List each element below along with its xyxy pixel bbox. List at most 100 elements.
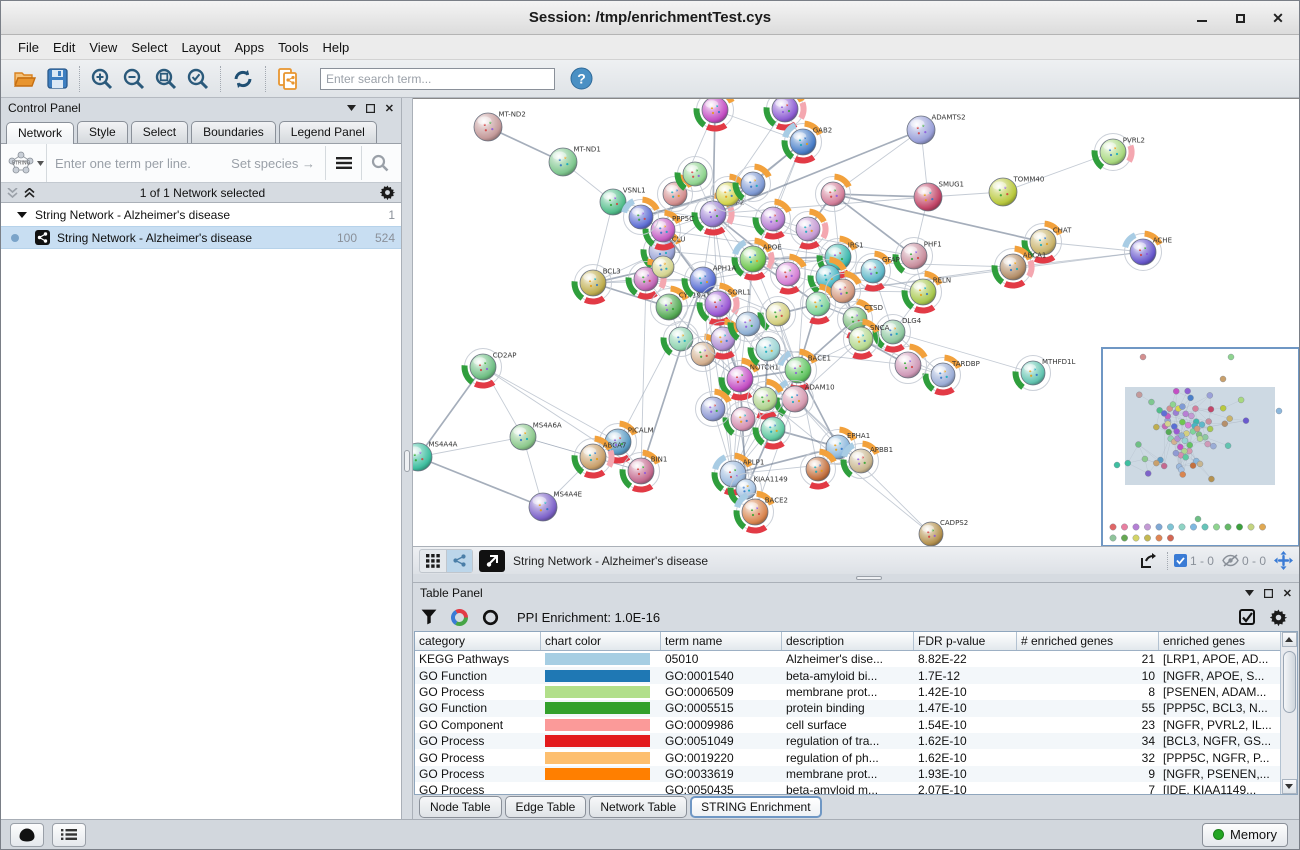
network-node-tomm40[interactable]: TOMM40 <box>988 176 1044 207</box>
selected-checkbox-icon[interactable] <box>1173 554 1187 567</box>
string-query-input[interactable] <box>47 144 325 182</box>
network-node-cyp19a1[interactable]: CYP19A1 <box>650 285 711 326</box>
network-node[interactable] <box>790 208 829 250</box>
column-header-fdr-p-value[interactable]: FDR p-value <box>914 632 1017 650</box>
zoom-selected-button[interactable] <box>182 64 214 94</box>
network-node[interactable] <box>722 401 761 437</box>
network-node[interactable] <box>693 99 735 132</box>
vertical-splitter[interactable] <box>401 98 413 819</box>
network-node-apbb1[interactable]: APBB1 <box>840 440 894 479</box>
zoom-in-button[interactable] <box>86 64 118 94</box>
network-node-adam10[interactable]: ADAM10 <box>773 379 835 418</box>
network-node-smug1[interactable]: SMUG1 <box>913 181 964 212</box>
hidden-eye-icon[interactable] <box>1222 554 1239 567</box>
zoom-fit-button[interactable] <box>150 64 182 94</box>
tab-string-enrichment[interactable]: STRING Enrichment <box>690 796 822 818</box>
network-node[interactable] <box>705 318 742 360</box>
filter-button[interactable] <box>421 609 437 625</box>
network-node-mt-nd2[interactable]: MT-ND2 <box>473 111 526 142</box>
table-row[interactable]: GO Function GO:0001540 beta-amyloid bi... 1… <box>415 667 1280 684</box>
network-node[interactable] <box>674 156 713 192</box>
network-node[interactable] <box>757 296 796 332</box>
network-node[interactable] <box>825 270 862 309</box>
network-node-mt-nd1[interactable]: MT-ND1 <box>548 146 601 177</box>
scrollbar-track[interactable] <box>1282 649 1296 779</box>
minimize-button[interactable] <box>1195 11 1209 25</box>
network-node-gab2[interactable]: GAB2 <box>781 120 833 164</box>
fullscreen-button[interactable] <box>479 549 505 572</box>
tab-legend-panel[interactable]: Legend Panel <box>278 121 377 143</box>
network-node-phf1[interactable]: PHF1 <box>892 237 942 275</box>
tab-node-table[interactable]: Node Table <box>419 796 502 818</box>
panel-menu-button[interactable] <box>346 105 356 111</box>
save-session-button[interactable] <box>41 64 73 94</box>
network-node-bin1[interactable]: BIN1 <box>619 449 668 493</box>
network-node[interactable] <box>660 321 699 357</box>
network-node-vsnl1[interactable]: VSNL1 <box>599 186 646 216</box>
network-node-apoe[interactable]: APOE <box>731 237 782 281</box>
column-header-enriched-genes[interactable]: enriched genes <box>1159 632 1284 650</box>
table-scrollbar[interactable] <box>1280 632 1297 794</box>
refresh-button[interactable] <box>227 64 259 94</box>
menu-item-edit[interactable]: Edit <box>52 39 76 55</box>
network-node-epha1[interactable]: EPHA1 <box>820 426 871 465</box>
network-node[interactable] <box>732 163 772 202</box>
tab-edge-table[interactable]: Edge Table <box>504 796 587 818</box>
column-header-description[interactable]: description <box>782 632 914 650</box>
panel-close-button[interactable]: ✕ <box>385 102 394 115</box>
network-node[interactable] <box>651 255 675 279</box>
zoom-out-button[interactable] <box>118 64 150 94</box>
string-query-search-button[interactable] <box>361 146 397 180</box>
share-view-button[interactable] <box>446 549 472 572</box>
network-node[interactable] <box>800 448 837 490</box>
network-node[interactable] <box>807 256 847 295</box>
search-input[interactable] <box>320 67 555 90</box>
maximize-button[interactable] <box>1233 11 1247 25</box>
menu-item-file[interactable]: File <box>18 39 39 55</box>
tab-network[interactable]: Network <box>6 122 75 144</box>
network-canvas[interactable]: MT-ND2 MT-ND1 VSNL1 GAB2 ADAMTS2 PVRL2 TOMM40 S… <box>413 98 1299 546</box>
network-node-ache[interactable]: ACHE <box>1122 230 1173 271</box>
network-node-bcl3[interactable]: BCL3 <box>571 264 621 305</box>
network-node-ms4a4e[interactable]: MS4A4E <box>528 491 582 522</box>
birdseye-overview[interactable] <box>1101 347 1299 546</box>
scroll-up-button[interactable] <box>1281 632 1297 647</box>
network-node[interactable] <box>815 173 852 212</box>
table-row[interactable]: GO Process GO:0019220 regulation of ph... 1… <box>415 749 1280 765</box>
network-node-pvrl2[interactable]: PVRL2 <box>1091 133 1145 171</box>
table-row[interactable]: GO Function GO:0005515 protein binding 1.47… <box>415 700 1280 717</box>
network-collection-row[interactable]: String Network - Alzheimer's disease 1 <box>1 203 401 226</box>
panel-menu-button[interactable] <box>1244 590 1254 596</box>
tab-boundaries[interactable]: Boundaries <box>191 121 276 143</box>
memory-button[interactable]: Memory <box>1202 822 1288 847</box>
column-header-term-name[interactable]: term name <box>661 632 782 650</box>
network-node-cd2ap[interactable]: CD2AP <box>461 348 517 389</box>
network-node[interactable] <box>752 411 791 450</box>
network-node-tardbp[interactable]: TARDBP <box>922 354 980 396</box>
clone-network-button[interactable] <box>272 64 304 94</box>
network-node-mme[interactable]: MME <box>625 258 672 300</box>
menu-item-help[interactable]: Help <box>322 39 350 55</box>
network-node[interactable] <box>747 331 786 367</box>
network-node-bace2[interactable]: BACE2 <box>733 490 788 534</box>
table-row[interactable]: GO Process GO:0033619 membrane prot... 1.93… <box>415 765 1280 783</box>
table-row[interactable]: GO Process GO:0050435 beta-amyloid m... 2.0… <box>415 782 1280 794</box>
column-header-category[interactable]: category <box>415 632 541 650</box>
network-node-gfap[interactable]: GFAP <box>855 250 900 292</box>
network-node-notch1[interactable]: NOTCH1 <box>718 357 779 401</box>
network-options-button[interactable] <box>380 185 395 200</box>
menu-item-apps[interactable]: Apps <box>234 39 265 55</box>
table-row[interactable]: GO Component GO:0009986 cell surface 1.54E-… <box>415 717 1280 733</box>
horizontal-splitter[interactable] <box>413 574 1299 582</box>
panel-float-button[interactable] <box>1263 588 1273 598</box>
select-columns-button[interactable] <box>1239 608 1256 626</box>
collapse-all-button[interactable] <box>7 187 18 198</box>
export-network-button[interactable] <box>1135 550 1161 572</box>
tab-style[interactable]: Style <box>77 121 128 143</box>
network-node-reln[interactable]: RELN <box>901 270 952 314</box>
remove-charts-button[interactable] <box>482 609 499 626</box>
network-node[interactable] <box>752 198 792 240</box>
menu-item-layout[interactable]: Layout <box>181 39 221 55</box>
column-header--enriched-genes[interactable]: # enriched genes <box>1017 632 1159 650</box>
scroll-down-button[interactable] <box>1281 779 1297 794</box>
